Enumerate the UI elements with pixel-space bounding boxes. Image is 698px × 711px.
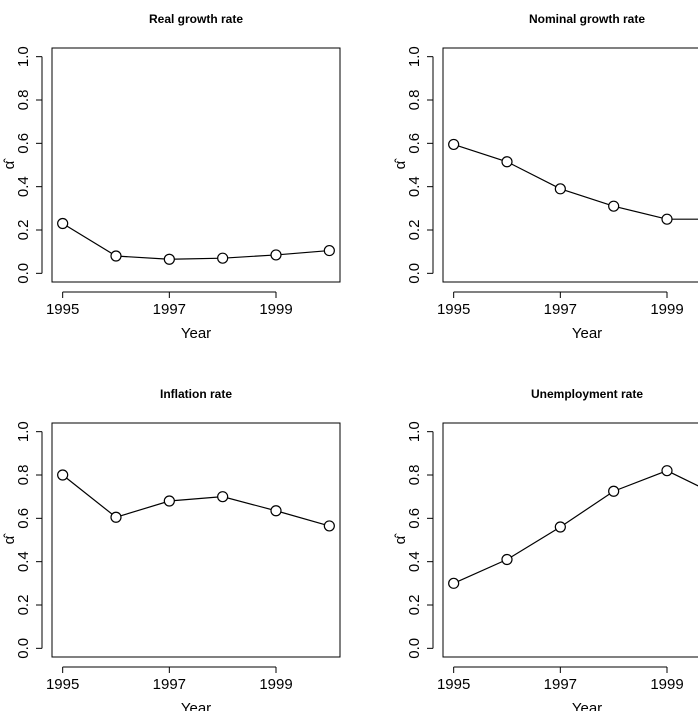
y-tick-label: 0.2 <box>15 220 32 241</box>
data-point <box>163 495 175 507</box>
y-tick-label: 0.8 <box>406 90 423 111</box>
panel-title: Nominal growth rate <box>529 12 645 26</box>
y-tick-label: 0.0 <box>15 638 32 659</box>
y-tick-label: 0.2 <box>15 595 32 616</box>
plot-frame <box>51 47 341 283</box>
data-point <box>323 520 335 532</box>
x-axis-label: Year <box>181 325 211 342</box>
x-tick-label: 1997 <box>153 301 186 318</box>
y-tick-label: 0.4 <box>406 176 423 197</box>
data-point <box>163 253 175 265</box>
y-axis-label: α̂ <box>1 533 18 545</box>
data-point <box>554 183 566 195</box>
data-point <box>554 521 566 533</box>
panel: Unemployment rate 0.0 0.2 0.4 0.6 0.8 1.0 α̂ 199… <box>392 387 698 711</box>
panel: Nominal growth rate 0.0 0.2 0.4 0.6 0.8 1.0 α̂ 1… <box>392 12 698 342</box>
panel: Inflation rate 0.0 0.2 0.4 0.6 0.8 1.0 α̂ 1995 19… <box>1 387 341 711</box>
data-line <box>453 143 698 220</box>
data-point <box>110 511 122 523</box>
data-point <box>448 138 460 151</box>
y-tick-label: 1.0 <box>406 421 423 442</box>
panel-title: Inflation rate <box>160 387 232 401</box>
data-point <box>501 553 513 566</box>
data-point <box>323 244 335 257</box>
y-tick-label: 0.0 <box>15 263 32 284</box>
x-tick-label: 1997 <box>544 301 577 318</box>
y-axis-label: α̂ <box>392 158 409 170</box>
x-axis-label: Year <box>181 700 211 711</box>
data-point <box>270 505 282 517</box>
data-point <box>661 213 673 225</box>
y-tick-label: 0.4 <box>406 551 423 572</box>
data-point <box>57 469 69 481</box>
y-tick-label: 0.8 <box>15 90 32 111</box>
plot-frame <box>51 422 341 658</box>
y-tick-label: 0.4 <box>15 176 32 197</box>
y-axis-label: α̂ <box>392 533 409 545</box>
y-tick-label: 0.6 <box>406 508 423 529</box>
data-point <box>217 252 229 264</box>
y-tick-label: 0.0 <box>406 263 423 284</box>
y-tick-label: 1.0 <box>15 46 32 67</box>
x-tick-label: 1999 <box>259 676 292 693</box>
data-point <box>217 491 229 503</box>
x-tick-label: 1999 <box>650 676 683 693</box>
data-point <box>501 156 513 168</box>
y-tick-label: 0.0 <box>406 638 423 659</box>
plot-frame <box>442 422 698 658</box>
data-point <box>661 465 673 477</box>
y-tick-label: 1.0 <box>406 46 423 67</box>
x-tick-label: 1999 <box>650 301 683 318</box>
x-axis-label: Year <box>572 325 602 342</box>
y-tick-label: 0.4 <box>15 551 32 572</box>
data-point <box>608 485 620 497</box>
x-tick-label: 1995 <box>437 301 470 318</box>
plot-frame <box>442 47 698 283</box>
data-point <box>110 250 122 262</box>
x-axis-label: Year <box>572 700 602 711</box>
x-tick-label: 1995 <box>437 676 470 693</box>
data-point <box>57 217 69 230</box>
y-tick-label: 0.2 <box>406 595 423 616</box>
data-point <box>448 577 460 589</box>
panel: Real growth rate 0.0 0.2 0.4 0.6 0.8 1.0 α̂ 1995… <box>1 12 341 342</box>
y-axis-label: α̂ <box>1 158 18 170</box>
y-tick-label: 0.6 <box>15 508 32 529</box>
data-point <box>608 200 620 212</box>
y-tick-label: 0.8 <box>406 465 423 486</box>
y-tick-label: 0.6 <box>15 133 32 154</box>
x-tick-label: 1999 <box>259 301 292 318</box>
x-tick-label: 1995 <box>46 676 79 693</box>
data-point <box>270 249 282 261</box>
data-line <box>453 470 698 584</box>
panel-title: Real growth rate <box>149 12 243 26</box>
x-tick-label: 1997 <box>153 676 186 693</box>
data-line <box>62 474 330 527</box>
y-tick-label: 0.6 <box>406 133 423 154</box>
panel-title: Unemployment rate <box>531 387 643 401</box>
x-tick-label: 1995 <box>46 301 79 318</box>
y-tick-label: 0.2 <box>406 220 423 241</box>
data-line <box>62 222 330 260</box>
y-tick-label: 1.0 <box>15 421 32 442</box>
x-tick-label: 1997 <box>544 676 577 693</box>
y-tick-label: 0.8 <box>15 465 32 486</box>
